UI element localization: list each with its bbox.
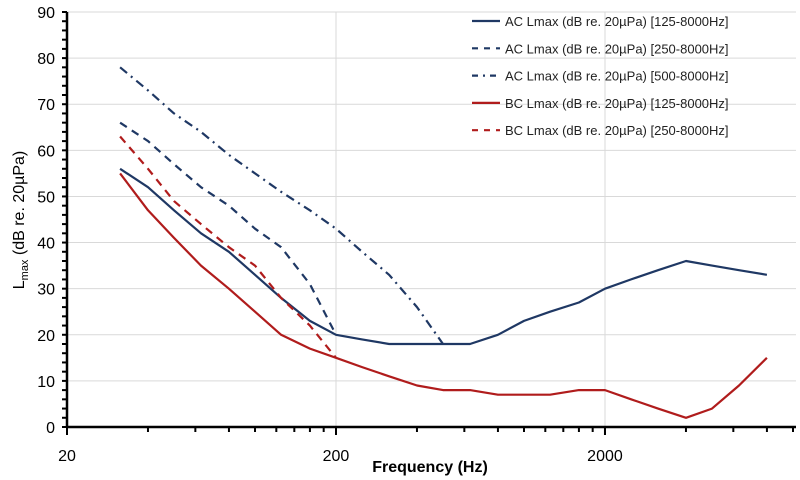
y-axis-label-rest: (dB re. 20µPa) [11, 151, 28, 260]
series-lines [119, 66, 768, 419]
y-axis-label-sub: max [19, 259, 31, 280]
x-tick-label: 200 [323, 448, 350, 465]
y-axis-label: Lmax (dB re. 20µPa) [11, 151, 31, 290]
y-tick-label: 10 [37, 374, 55, 391]
y-tick-label: 90 [37, 5, 55, 22]
y-tick-label: 50 [37, 189, 55, 206]
legend-label: BC Lmax (dB re. 20µPa) [250-8000Hz] [505, 123, 729, 138]
x-tick-label: 2000 [587, 448, 623, 465]
x-tick-label: 20 [58, 448, 76, 465]
series-line-4 [119, 172, 768, 419]
series-line-1 [119, 167, 768, 346]
y-tick-label: 30 [37, 282, 55, 299]
y-tick-label: 40 [37, 236, 55, 253]
y-tick-label: 80 [37, 51, 55, 68]
legend-label: BC Lmax (dB re. 20µPa) [125-8000Hz] [505, 96, 729, 111]
x-axis-label: Frequency (Hz) [372, 459, 488, 476]
legend: AC Lmax (dB re. 20µPa) [125-8000Hz] AC Lm… [472, 14, 729, 138]
series-line-5 [119, 135, 337, 359]
legend-label: AC Lmax (dB re. 20µPa) [250-8000Hz] [505, 41, 729, 56]
gridlines [67, 11, 796, 427]
y-tick-label: 60 [37, 143, 55, 160]
y-tick-label: 0 [46, 420, 55, 437]
y-axis-label-main: L [11, 280, 28, 289]
series-line-3 [119, 66, 444, 345]
series-line-2 [119, 121, 337, 336]
legend-label: AC Lmax (dB re. 20µPa) [125-8000Hz] [505, 14, 729, 29]
legend-label: AC Lmax (dB re. 20µPa) [500-8000Hz] [505, 69, 729, 84]
axes [62, 11, 796, 435]
y-tick-label: 20 [37, 328, 55, 345]
y-tick-label: 70 [37, 97, 55, 114]
tick-labels: 0 10 20 30 40 50 60 70 80 90 20 200 2000 [37, 5, 623, 465]
